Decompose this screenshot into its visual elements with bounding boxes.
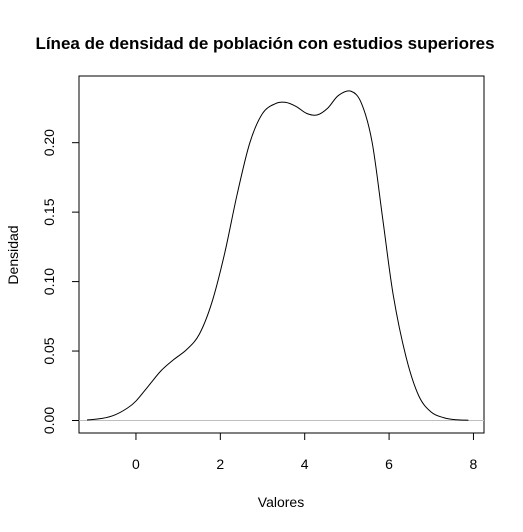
x-axis: 0 2 4 6 8 xyxy=(132,432,478,472)
x-tick-label: 2 xyxy=(216,456,224,472)
density-line xyxy=(86,90,469,421)
y-tick-label: 0.05 xyxy=(41,337,57,364)
x-tick-label: 6 xyxy=(385,456,393,472)
plot-frame xyxy=(78,75,485,434)
plot-area xyxy=(79,90,484,421)
y-tick-label: 0.10 xyxy=(41,268,57,295)
x-tick-label: 8 xyxy=(470,456,478,472)
chart-title: Línea de densidad de población con estud… xyxy=(35,34,494,53)
y-tick-label: 0.00 xyxy=(41,407,57,434)
y-axis-label: Densidad xyxy=(5,225,21,284)
x-axis-label: Valores xyxy=(258,494,304,510)
y-tick-label: 0.20 xyxy=(41,129,57,156)
y-tick-label: 0.15 xyxy=(41,198,57,225)
y-axis: 0.00 0.05 0.10 0.15 0.20 xyxy=(41,129,80,434)
x-tick-label: 4 xyxy=(301,456,309,472)
x-tick-label: 0 xyxy=(132,456,140,472)
